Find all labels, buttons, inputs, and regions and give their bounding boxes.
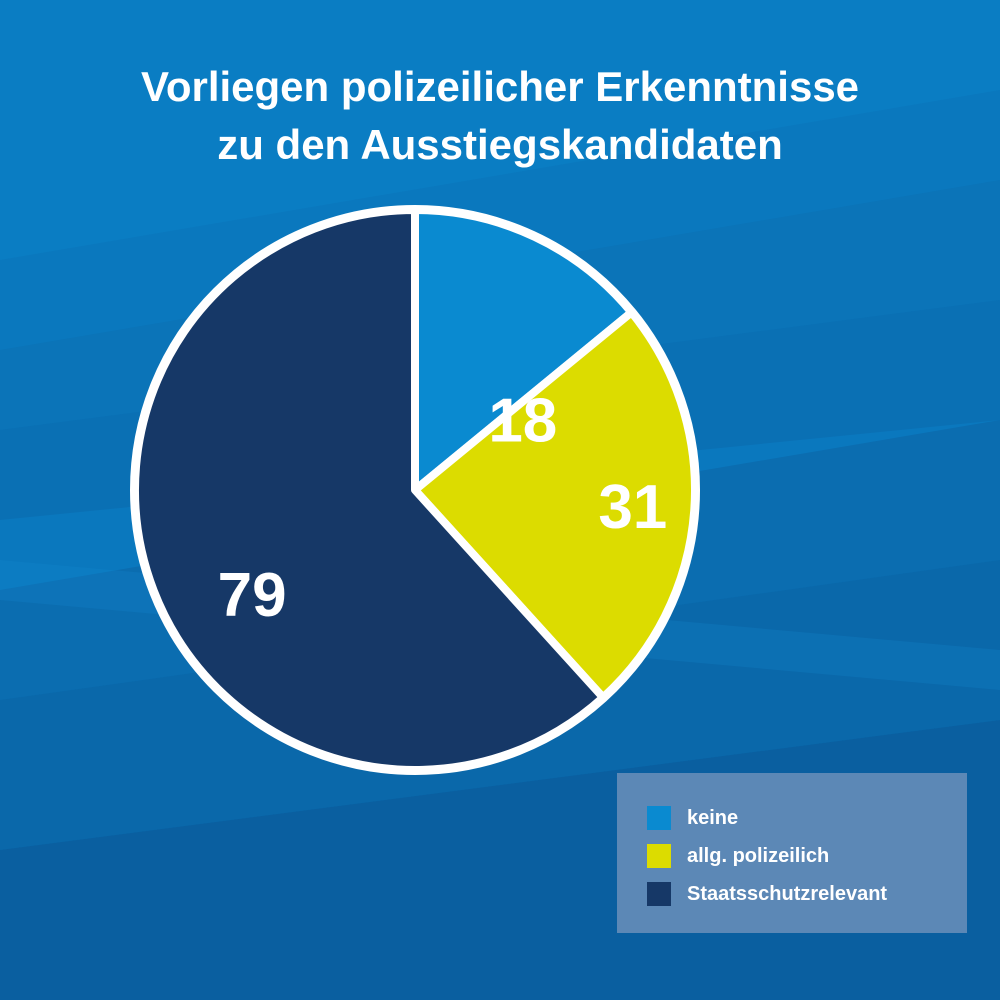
- chart-title-line-1: Vorliegen polizeilicher Erkenntnisse: [140, 63, 860, 110]
- legend-swatch-allg-polizeilich: [647, 844, 671, 868]
- legend-label-keine: keine: [687, 807, 739, 829]
- chart-title-line-2: zu den Ausstiegskandidaten: [217, 121, 783, 168]
- legend-label-staatsschutzrelevant: Staatsschutzrelevant: [687, 883, 888, 905]
- legend-label-allg-polizeilich: allg. polizeilich: [687, 845, 830, 867]
- pie-value-label-staatsschutzrelevant: 79: [218, 561, 287, 630]
- pie-slices: [130, 205, 700, 775]
- legend-swatch-keine: [647, 806, 671, 830]
- legend-swatch-staatsschutzrelevant: [647, 882, 671, 906]
- pie-value-label-keine: 18: [488, 387, 557, 456]
- pie-slice-keine: [411, 206, 636, 494]
- pie-value-labels: 18 31 79: [218, 387, 668, 630]
- pie-value-label-allg-polizeilich: 31: [598, 473, 667, 542]
- legend: keine allg. polizeilich Staatsschutzrele…: [617, 773, 967, 933]
- pie-slice-allg-polizeilich: [411, 308, 699, 702]
- chart-title: Vorliegen polizeilicher Erkenntnisse zu …: [0, 58, 1000, 174]
- pie-slice-staatsschutzrelevant: [131, 206, 608, 774]
